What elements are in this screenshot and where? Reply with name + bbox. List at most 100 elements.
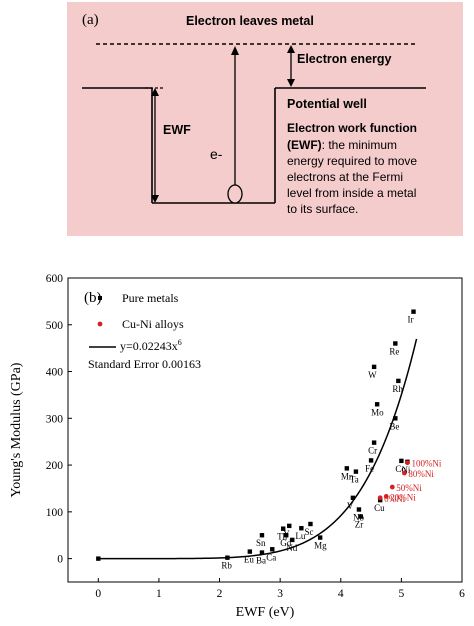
pure-metal-label: Sc <box>304 527 313 537</box>
ewf-definition: Electron work function (EWF): the minimu… <box>287 121 417 216</box>
pure-metal-point <box>368 458 374 463</box>
x-tick-label: 4 <box>338 588 344 600</box>
pure-metal-label: Mg <box>314 541 327 551</box>
cu-ni-alloy-label: 0%Ni <box>384 494 405 504</box>
ewf-arrow-head-down <box>151 195 159 203</box>
x-tick-label: 6 <box>459 588 465 600</box>
pure-metal-label: Rb <box>221 561 232 571</box>
pure-metal-point <box>393 416 398 421</box>
panel-a-label: (a) <box>82 12 99 28</box>
ewf-text: EWF <box>163 123 191 137</box>
cu-ni-alloy-label: 20%Ni <box>390 492 416 502</box>
data-points: RbEuBaCaSnThYGdNdLuScMgMnTaFeCrVNbZrMoWB… <box>96 309 442 571</box>
pure-metal-point <box>247 549 253 554</box>
x-tick-label: 3 <box>277 588 283 600</box>
pure-metal-label: Fe <box>365 463 374 473</box>
pure-metal-label: Sn <box>256 538 266 548</box>
y-tick-label: 200 <box>46 460 64 472</box>
pure-metal-point <box>358 514 363 519</box>
pure-metal-point <box>371 440 377 445</box>
cu-ni-alloy-label: 80%Ni <box>408 469 434 479</box>
x-axis-label: EWF (eV) <box>236 605 295 620</box>
pure-metal-point <box>374 402 380 407</box>
pure-metal-label: Cu <box>374 503 385 513</box>
pure-metal-label: Ba <box>256 556 266 566</box>
y-tick-label: 0 <box>57 554 63 566</box>
pure-metal-label: Zr <box>355 520 364 530</box>
cu-ni-alloy-point <box>377 495 383 501</box>
pure-metal-label: Ta <box>350 475 359 485</box>
pure-metal-point <box>356 507 362 512</box>
y-axis: 0 100 200 300 400 500 600 <box>46 273 72 566</box>
panel-a: (a) Electron leaves metal EWF e- Electro… <box>67 2 463 236</box>
pure-metal-point <box>411 309 416 314</box>
x-tick-label: 0 <box>95 588 101 600</box>
pure-metal-point <box>371 364 377 370</box>
pure-metal-point <box>299 526 304 531</box>
definition-line-3: energy required to move <box>287 154 417 168</box>
plot-frame <box>67 277 463 583</box>
pure-metal-label: Cr <box>368 446 377 456</box>
pure-metal-point <box>399 458 404 464</box>
pure-metal-point <box>284 533 289 538</box>
definition-line-5: level from inside a metal <box>287 186 416 200</box>
y-tick-label: 400 <box>46 367 64 379</box>
pure-metal-label: Co <box>395 464 406 474</box>
pure-metal-point <box>96 556 101 561</box>
pure-metal-label: Eu <box>244 555 254 565</box>
panel-b-label: (b) <box>84 290 102 306</box>
pure-metal-label: Ca <box>266 552 276 562</box>
pure-metal-point <box>396 378 401 384</box>
definition-line-6: to its surface. <box>287 202 358 216</box>
potential-well-text: Potential well <box>287 97 367 111</box>
pure-metal-label: Nd <box>286 543 297 553</box>
pure-metal-point <box>287 523 292 529</box>
fit-curve <box>98 338 418 560</box>
legend-entry-cu-ni: Cu-Ni alloys <box>122 317 184 331</box>
pure-metal-point <box>259 533 265 538</box>
x-tick-label: 1 <box>156 588 162 600</box>
pure-metal-point <box>280 526 286 531</box>
y-tick-label: 300 <box>46 413 64 425</box>
pure-metal-label: Re <box>389 346 399 356</box>
pure-metal-point <box>290 537 295 543</box>
pure-metal-point <box>344 466 350 471</box>
pure-metal-point <box>353 469 359 474</box>
electron-text: e- <box>210 146 223 162</box>
pure-metal-point <box>317 535 323 540</box>
legend: Pure metals Cu-Ni alloys y=0.02243x6 Sta… <box>88 291 201 371</box>
legend-standard-error: Standard Error 0.00163 <box>88 357 201 371</box>
pure-metal-label: Ni <box>401 465 410 475</box>
electron-leaves-metal-text: Electron leaves metal <box>186 14 314 28</box>
pure-metal-label: Mo <box>371 407 384 417</box>
legend-entry-pure-metals: Pure metals <box>122 291 179 305</box>
cu-ni-alloy-point <box>405 460 410 466</box>
x-tick-label: 2 <box>217 588 223 600</box>
x-tick-label: 5 <box>399 588 405 600</box>
legend-fit-equation: y=0.02243x6 <box>120 338 182 353</box>
y-tick-label: 600 <box>46 273 64 285</box>
definition-line-1: Electron work function <box>287 121 417 135</box>
legend-circle-marker <box>97 321 103 327</box>
pure-metal-label: Lu <box>295 531 305 541</box>
electron-energy-arrow-down <box>287 79 295 87</box>
x-axis: 0 1 2 3 4 5 6 <box>95 578 465 600</box>
pure-metal-label: V <box>347 501 354 511</box>
legend-square-marker <box>98 296 102 300</box>
y-tick-label: 100 <box>46 507 64 519</box>
pure-metal-label: Gd <box>280 538 291 548</box>
pure-metal-label: Mn <box>341 471 354 481</box>
pure-metal-label: Be <box>389 421 399 431</box>
cu-ni-alloy-point <box>383 494 389 499</box>
pure-metal-label: Th <box>277 532 287 542</box>
electron-path-arrow-icon <box>231 46 239 55</box>
cu-ni-alloy-label: 100%Ni <box>411 459 441 469</box>
definition-line-2: (EWF): the minimum <box>287 138 397 152</box>
pure-metal-point <box>393 341 398 346</box>
pure-metal-label: W <box>368 370 377 380</box>
y-axis-label: Young's Modulus (GPa) <box>9 362 24 497</box>
ewf-arrow-head-up <box>151 88 159 96</box>
pure-metal-label: Rh <box>392 384 403 394</box>
electron-energy-text: Electron energy <box>297 52 392 66</box>
